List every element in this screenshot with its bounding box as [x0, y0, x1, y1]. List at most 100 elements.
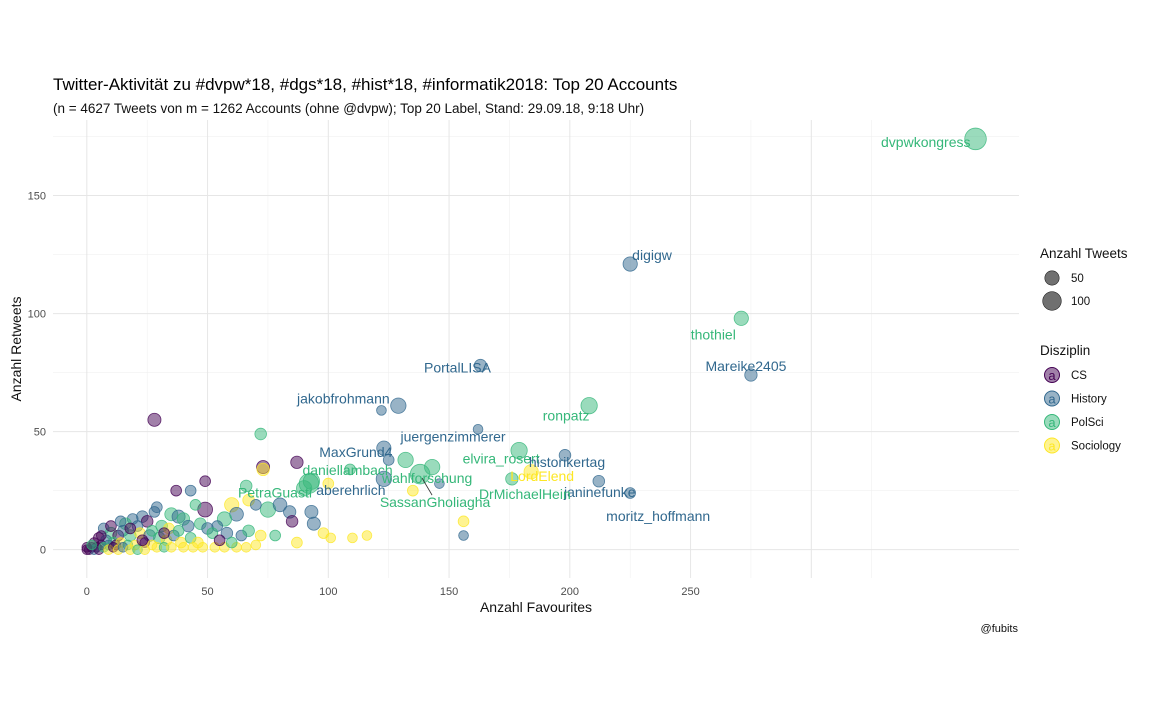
data-point-labeled	[409, 463, 431, 485]
data-point	[250, 539, 262, 551]
data-point	[325, 532, 337, 544]
data-point	[189, 499, 202, 511]
x-tick-label: 250	[681, 586, 699, 598]
data-point	[250, 499, 262, 511]
data-point	[96, 530, 107, 541]
data-point-labeled	[472, 423, 484, 435]
data-point	[136, 534, 149, 547]
point-label: dvpwkongress	[881, 134, 971, 150]
y-tick-label: 0	[40, 545, 46, 557]
data-point	[344, 463, 356, 476]
point-label: PetraGuasti	[238, 485, 312, 501]
point-label: ronpatz	[543, 408, 590, 424]
point-label: digigw	[632, 247, 673, 263]
legend-color-glyph: a	[1048, 392, 1056, 407]
legend-color-key	[1044, 367, 1060, 383]
data-point-labeled	[592, 474, 606, 488]
data-point-labeled	[622, 256, 638, 272]
point-label: thothiel	[691, 326, 736, 342]
legend-size-label: 100	[1071, 296, 1090, 308]
data-point	[290, 455, 304, 469]
data-point	[178, 542, 189, 553]
point-label: MaxGrund4	[319, 444, 392, 460]
data-point-labeled	[523, 464, 539, 480]
legend-color: Disziplin a CS a History a PolSci a Sociology	[1040, 343, 1121, 454]
legend-size-key	[1042, 291, 1062, 311]
data-point	[240, 542, 252, 553]
point-label: Mareike2405	[705, 358, 786, 374]
point-label: jakobfrohmann	[296, 391, 390, 407]
data-point	[86, 539, 97, 551]
legend-color-key	[1044, 390, 1060, 407]
data-point	[148, 506, 161, 518]
data-point	[407, 484, 419, 497]
legend-size-title: Anzahl Tweets	[1040, 246, 1128, 261]
data-point-labeled	[964, 127, 987, 151]
legend-color-label: History	[1071, 394, 1107, 406]
y-tick-labels: 0 50 100 150	[28, 191, 46, 557]
data-point	[285, 515, 299, 528]
data-point	[166, 542, 177, 553]
data-point	[254, 427, 267, 441]
x-tick-label: 0	[84, 586, 90, 598]
data-point	[382, 454, 395, 466]
point-label: elvira_rosert	[463, 451, 540, 467]
data-point-labeled	[744, 368, 758, 382]
point-label: janinefunke	[563, 484, 636, 500]
data-point	[147, 412, 162, 427]
legend-size-key	[1044, 270, 1060, 286]
data-point	[170, 484, 182, 497]
x-tick-label: 100	[319, 586, 337, 598]
data-point-labeled	[473, 358, 488, 373]
grid-minor	[53, 120, 1019, 578]
data-point-labeled	[505, 472, 519, 486]
data-point-labeled	[580, 397, 598, 415]
legend-color-key	[1044, 414, 1060, 430]
data-point	[206, 527, 219, 539]
point-label: wahlforschung	[381, 470, 472, 486]
label-leader-line	[421, 477, 433, 496]
data-point	[139, 544, 151, 555]
point-label: LordElend	[510, 468, 574, 484]
data-point	[254, 529, 267, 542]
point-label: moritz_hoffmann	[606, 508, 710, 524]
data-point	[434, 478, 445, 489]
data-point	[220, 526, 234, 540]
data-point	[306, 516, 321, 531]
data-point-labeled	[624, 487, 636, 499]
legend-size-label: 50	[1071, 273, 1084, 285]
data-point	[458, 530, 469, 541]
data-point	[347, 532, 358, 544]
x-tick-labels: 0 50 100 150 200 250	[84, 586, 700, 598]
data-point	[105, 520, 117, 532]
data-point	[225, 536, 238, 549]
legend-color-title: Disziplin	[1040, 343, 1090, 358]
data-point	[361, 530, 373, 541]
data-point	[124, 522, 137, 535]
legend-color-key	[1044, 437, 1060, 454]
legend-color-label: PolSci	[1071, 417, 1104, 429]
legend-size: Anzahl Tweets 50 100	[1040, 246, 1128, 311]
data-point	[457, 515, 470, 528]
data-point	[182, 519, 195, 533]
points-layer	[81, 127, 987, 555]
legend-color-glyph: a	[1048, 439, 1056, 454]
x-tick-label: 150	[440, 586, 458, 598]
data-point-labeled	[298, 473, 320, 494]
legend-color-glyph: a	[1048, 368, 1056, 383]
data-point	[199, 475, 211, 487]
y-tick-label: 50	[34, 427, 46, 439]
y-tick-label: 150	[28, 191, 46, 203]
data-point	[304, 504, 319, 519]
data-point-labeled	[510, 441, 528, 460]
data-point	[239, 479, 253, 493]
data-point	[197, 542, 209, 553]
x-axis-title: Anzahl Favourites	[480, 599, 592, 615]
y-tick-label: 100	[28, 309, 46, 321]
data-point	[172, 524, 185, 537]
data-point	[322, 477, 335, 490]
x-tick-label: 50	[201, 586, 213, 598]
legend-color-label: CS	[1071, 370, 1087, 382]
